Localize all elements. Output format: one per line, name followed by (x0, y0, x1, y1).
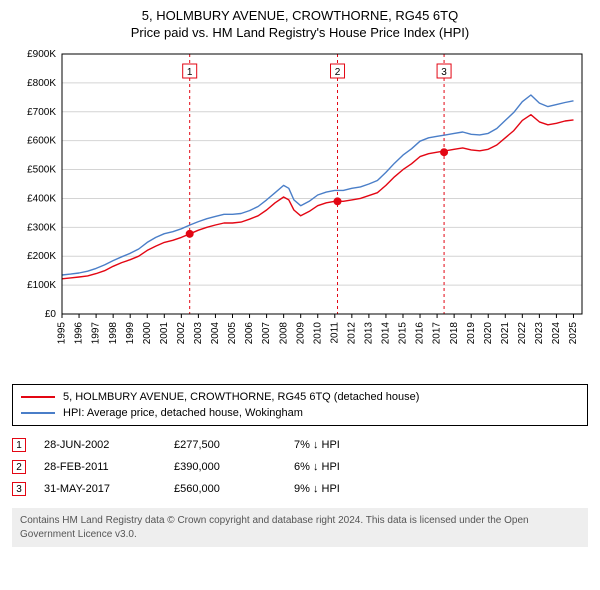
svg-text:£500K: £500K (27, 165, 56, 176)
svg-text:£100K: £100K (27, 280, 56, 291)
svg-text:£900K: £900K (27, 49, 56, 60)
title-line-2: Price paid vs. HM Land Registry's House … (12, 25, 588, 40)
svg-text:2023: 2023 (534, 322, 545, 345)
svg-text:£700K: £700K (27, 107, 56, 118)
legend-swatch (21, 412, 55, 414)
price-chart: £0 £100K £200K £300K £400K £500K £600K £700K £80… (12, 46, 588, 376)
marker-date: 28-FEB-2011 (44, 461, 174, 473)
svg-text:£300K: £300K (27, 222, 56, 233)
svg-text:£0: £0 (45, 309, 57, 320)
footer-attribution: Contains HM Land Registry data © Crown c… (12, 508, 588, 547)
svg-text:2003: 2003 (193, 322, 204, 345)
svg-text:1: 1 (187, 67, 193, 78)
svg-text:1996: 1996 (74, 322, 85, 345)
svg-text:2011: 2011 (329, 322, 340, 344)
svg-text:2009: 2009 (295, 322, 306, 345)
svg-text:2006: 2006 (244, 322, 255, 345)
svg-text:£200K: £200K (27, 251, 56, 262)
svg-text:2018: 2018 (449, 322, 460, 345)
marker-price: £560,000 (174, 483, 294, 495)
svg-text:2002: 2002 (176, 322, 187, 345)
svg-text:£600K: £600K (27, 136, 56, 147)
svg-text:2007: 2007 (261, 322, 272, 345)
svg-text:2: 2 (335, 67, 341, 78)
marker-index-box: 3 (12, 482, 26, 496)
svg-text:2024: 2024 (551, 322, 562, 345)
legend: 5, HOLMBURY AVENUE, CROWTHORNE, RG45 6TQ… (12, 384, 588, 426)
svg-text:1998: 1998 (108, 322, 119, 345)
chart-titles: 5, HOLMBURY AVENUE, CROWTHORNE, RG45 6TQ… (12, 8, 588, 40)
svg-text:3: 3 (441, 67, 447, 78)
svg-text:2010: 2010 (312, 322, 323, 345)
svg-text:£800K: £800K (27, 78, 56, 89)
svg-text:1997: 1997 (91, 322, 102, 345)
legend-item: HPI: Average price, detached house, Woki… (21, 405, 579, 421)
marker-date: 31-MAY-2017 (44, 483, 174, 495)
marker-row: 2 28-FEB-2011£390,0006% ↓ HPI (12, 456, 588, 478)
marker-row: 3 31-MAY-2017£560,0009% ↓ HPI (12, 478, 588, 500)
svg-text:2019: 2019 (466, 322, 477, 345)
svg-text:2000: 2000 (142, 322, 153, 345)
svg-text:2016: 2016 (415, 322, 426, 345)
marker-date: 28-JUN-2002 (44, 439, 174, 451)
legend-label: 5, HOLMBURY AVENUE, CROWTHORNE, RG45 6TQ… (63, 391, 419, 403)
svg-text:2020: 2020 (483, 322, 494, 345)
svg-text:2001: 2001 (159, 322, 170, 345)
legend-swatch (21, 396, 55, 398)
chart-svg: £0 £100K £200K £300K £400K £500K £600K £700K £80… (12, 46, 588, 376)
svg-text:2013: 2013 (364, 322, 375, 345)
legend-item: 5, HOLMBURY AVENUE, CROWTHORNE, RG45 6TQ… (21, 389, 579, 405)
svg-text:2005: 2005 (227, 322, 238, 345)
title-line-1: 5, HOLMBURY AVENUE, CROWTHORNE, RG45 6TQ (12, 8, 588, 23)
marker-hpi: 6% ↓ HPI (294, 461, 414, 473)
svg-text:2014: 2014 (381, 322, 392, 345)
svg-text:1999: 1999 (125, 322, 136, 345)
svg-text:2021: 2021 (500, 322, 511, 345)
sale-markers-table: 1 28-JUN-2002£277,5007% ↓ HPI 2 28-FEB-2011… (12, 434, 588, 500)
marker-hpi: 9% ↓ HPI (294, 483, 414, 495)
svg-text:2004: 2004 (210, 322, 221, 345)
marker-hpi: 7% ↓ HPI (294, 439, 414, 451)
marker-price: £277,500 (174, 439, 294, 451)
marker-index-box: 2 (12, 460, 26, 474)
svg-text:2022: 2022 (517, 322, 528, 345)
svg-text:2012: 2012 (346, 322, 357, 345)
svg-text:1995: 1995 (57, 322, 68, 345)
svg-text:2008: 2008 (278, 322, 289, 345)
svg-text:2015: 2015 (398, 322, 409, 345)
marker-index-box: 1 (12, 438, 26, 452)
svg-text:£400K: £400K (27, 193, 56, 204)
marker-row: 1 28-JUN-2002£277,5007% ↓ HPI (12, 434, 588, 456)
svg-text:2025: 2025 (568, 322, 579, 345)
svg-text:2017: 2017 (432, 322, 443, 345)
marker-price: £390,000 (174, 461, 294, 473)
legend-label: HPI: Average price, detached house, Woki… (63, 407, 303, 419)
